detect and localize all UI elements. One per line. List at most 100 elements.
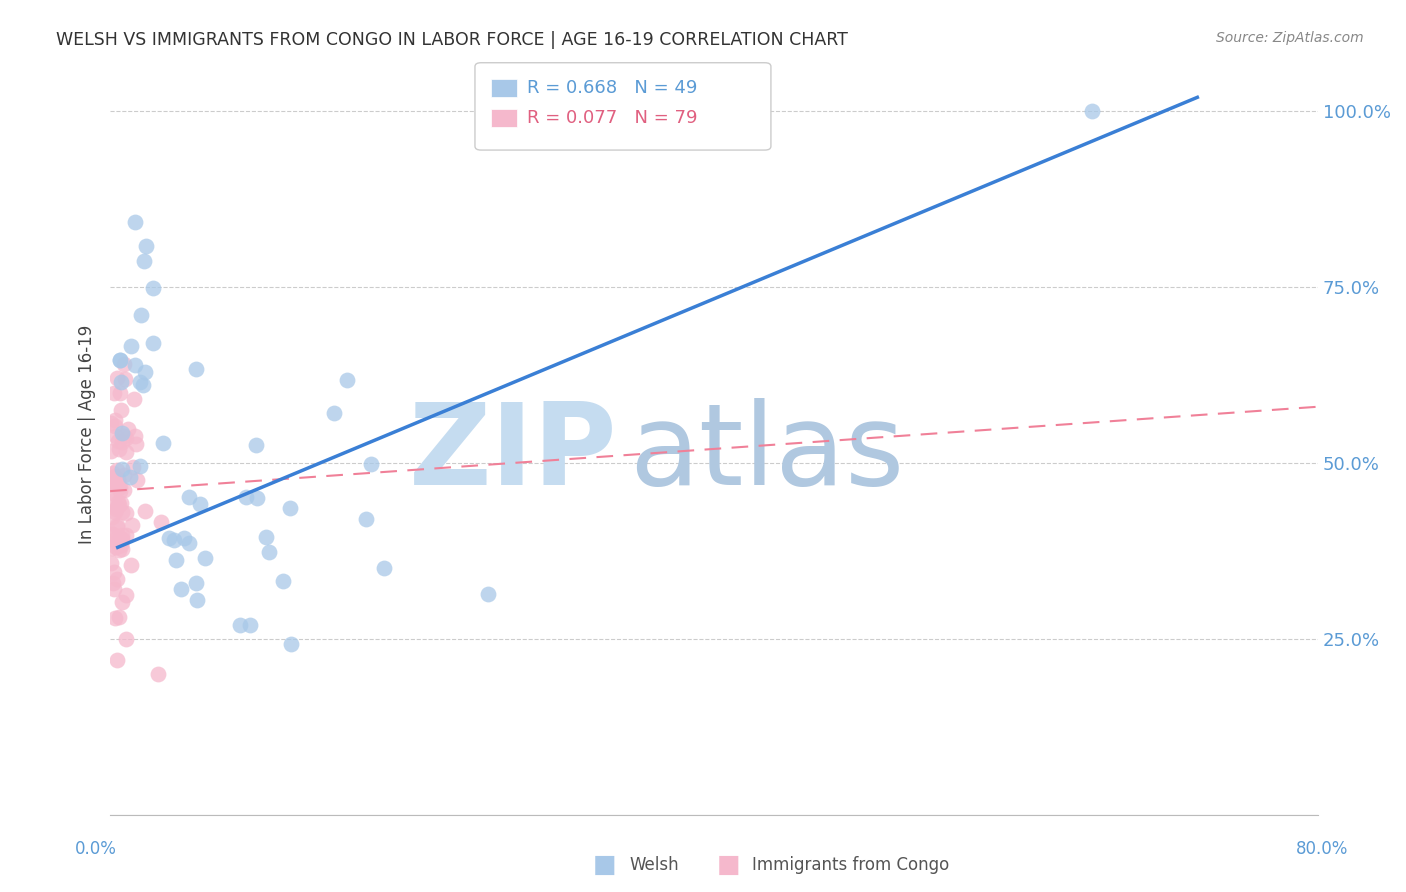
Point — [672, 132, 695, 146]
Point — [105, 518, 128, 533]
Point — [108, 353, 131, 368]
Point — [125, 437, 148, 451]
Text: ■: ■ — [593, 854, 616, 877]
Point — [146, 667, 169, 681]
Point — [163, 533, 186, 547]
Point — [228, 617, 250, 632]
Point — [114, 588, 136, 602]
Text: ZIP: ZIP — [409, 399, 617, 509]
Point — [360, 457, 382, 471]
Point — [179, 535, 201, 549]
Text: 0.0%: 0.0% — [75, 840, 117, 858]
Point — [103, 582, 125, 596]
Text: Welsh: Welsh — [630, 856, 679, 874]
Point — [254, 531, 277, 545]
Point — [100, 417, 122, 431]
Point — [111, 425, 134, 440]
Point — [103, 485, 125, 500]
Point — [105, 540, 128, 554]
Text: ■: ■ — [717, 854, 740, 877]
Text: Immigrants from Congo: Immigrants from Congo — [752, 856, 949, 874]
Point — [100, 476, 122, 491]
Point — [110, 375, 132, 389]
Point — [257, 545, 280, 559]
Point — [122, 460, 145, 475]
Point — [245, 438, 267, 452]
Point — [235, 491, 257, 505]
Point — [124, 429, 146, 443]
Point — [108, 610, 131, 624]
Point — [323, 407, 346, 421]
Point — [101, 477, 124, 491]
Point — [111, 528, 134, 542]
Point — [124, 358, 146, 372]
Point — [477, 586, 499, 600]
Point — [112, 468, 135, 483]
Point — [105, 519, 128, 533]
Point — [278, 501, 301, 516]
Point — [107, 434, 129, 449]
Point — [110, 538, 132, 552]
Point — [108, 353, 131, 368]
Point — [134, 365, 156, 379]
Point — [103, 385, 125, 400]
Point — [134, 504, 156, 518]
Point — [103, 566, 125, 580]
Point — [120, 558, 142, 573]
Point — [104, 470, 127, 484]
Point — [110, 532, 132, 546]
Point — [101, 527, 124, 541]
Point — [100, 494, 122, 508]
Point — [104, 610, 127, 624]
Text: 80.0%: 80.0% — [1295, 840, 1348, 858]
Point — [129, 375, 152, 389]
Point — [246, 491, 269, 506]
Point — [105, 572, 128, 586]
Point — [108, 483, 131, 498]
Point — [280, 637, 302, 651]
Point — [103, 506, 125, 520]
Point — [110, 461, 132, 475]
Point — [104, 418, 127, 433]
Point — [157, 532, 180, 546]
Point — [173, 531, 195, 545]
Point — [107, 442, 129, 456]
Point — [112, 483, 135, 497]
Point — [107, 472, 129, 486]
Point — [108, 480, 131, 494]
Point — [104, 429, 127, 443]
Bar — [491, 78, 517, 97]
Point — [103, 466, 125, 480]
Point — [105, 371, 128, 385]
Point — [112, 357, 135, 371]
Point — [194, 551, 217, 566]
Point — [179, 490, 201, 504]
Point — [111, 532, 134, 546]
Point — [100, 556, 122, 570]
Y-axis label: In Labor Force | Age 16-19: In Labor Force | Age 16-19 — [79, 326, 96, 544]
Point — [110, 496, 132, 510]
Point — [373, 561, 395, 575]
Point — [131, 377, 153, 392]
Point — [105, 500, 128, 514]
Point — [152, 435, 174, 450]
Point — [100, 478, 122, 492]
Point — [104, 469, 127, 483]
Point — [112, 428, 135, 442]
Point — [141, 335, 163, 350]
Point — [110, 403, 132, 417]
Point — [186, 593, 208, 607]
Point — [101, 576, 124, 591]
Point — [124, 392, 146, 406]
Point — [142, 281, 165, 295]
Point — [108, 385, 131, 400]
Point — [114, 506, 136, 520]
Point — [188, 497, 211, 511]
Point — [135, 238, 157, 252]
Point — [100, 444, 122, 458]
Point — [105, 653, 128, 667]
Point — [124, 214, 146, 228]
Point — [114, 445, 136, 459]
Point — [129, 458, 152, 473]
Point — [127, 474, 149, 488]
